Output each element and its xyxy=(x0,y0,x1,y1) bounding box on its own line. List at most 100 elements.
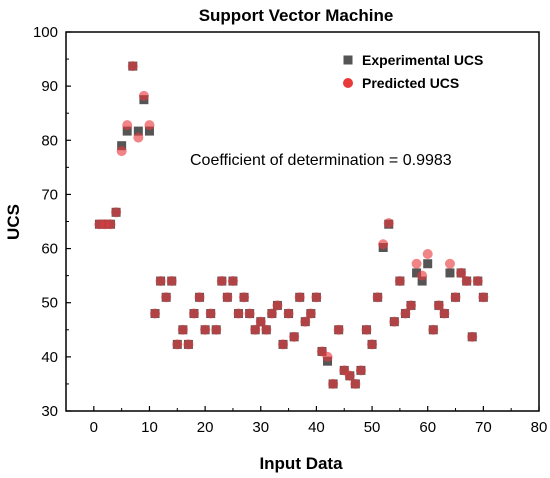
predicted-point xyxy=(233,308,244,319)
legend-square-marker xyxy=(343,55,353,65)
predicted-point xyxy=(311,292,322,303)
y-axis-label: UCS xyxy=(4,204,23,240)
predicted-point xyxy=(250,324,261,335)
experimental-point xyxy=(133,126,143,136)
predicted-point xyxy=(105,219,116,230)
data-markers xyxy=(94,61,489,389)
experimental-point xyxy=(423,259,433,269)
predicted-point xyxy=(400,308,411,319)
x-tick-label: 20 xyxy=(197,419,214,436)
predicted-point xyxy=(439,308,450,319)
predicted-point xyxy=(372,292,383,303)
x-tick-label: 10 xyxy=(141,419,158,436)
predicted-point xyxy=(422,248,433,259)
y-tick-label: 100 xyxy=(33,24,58,41)
predicted-point xyxy=(344,370,355,381)
predicted-point xyxy=(194,292,205,303)
predicted-point xyxy=(355,365,366,376)
x-tick-label: 50 xyxy=(364,419,381,436)
predicted-point xyxy=(456,267,467,278)
experimental-point xyxy=(412,268,422,278)
predicted-point xyxy=(261,324,272,335)
predicted-point xyxy=(211,324,222,335)
predicted-point xyxy=(283,308,294,319)
predicted-point xyxy=(244,308,255,319)
predicted-point xyxy=(205,308,216,319)
predicted-point xyxy=(255,316,266,327)
predicted-point xyxy=(227,276,238,287)
predicted-point xyxy=(478,292,489,303)
predicted-point xyxy=(417,270,428,281)
experimental-point xyxy=(122,126,132,136)
y-axis-ticks: 30 40 50 60 70 80 90 100 xyxy=(33,24,71,420)
predicted-point xyxy=(389,316,400,327)
y-tick-label: 40 xyxy=(41,349,58,366)
predicted-point xyxy=(322,351,333,362)
predicted-point xyxy=(266,308,277,319)
predicted-point xyxy=(138,90,149,101)
y-tick-label: 60 xyxy=(41,241,58,258)
predicted-point xyxy=(361,324,372,335)
predicted-point xyxy=(472,276,483,287)
x-tick-label: 80 xyxy=(531,419,548,436)
predicted-point xyxy=(200,324,211,335)
predicted-point xyxy=(406,300,417,311)
predicted-point xyxy=(350,378,361,389)
predicted-point xyxy=(166,276,177,287)
predicted-point xyxy=(378,239,389,250)
predicted-point xyxy=(188,308,199,319)
x-tick-label: 30 xyxy=(252,419,269,436)
predicted-point xyxy=(411,258,422,269)
predicted-point xyxy=(216,276,227,287)
predicted-point xyxy=(394,276,405,287)
experimental-point xyxy=(117,141,127,151)
x-tick-label: 0 xyxy=(90,419,98,436)
plot-frame xyxy=(65,31,540,412)
x-axis-label: Input Data xyxy=(259,454,343,473)
predicted-point xyxy=(172,339,183,350)
experimental-point xyxy=(144,126,154,136)
predicted-point xyxy=(183,339,194,350)
chart-title: Support Vector Machine xyxy=(199,6,394,25)
predicted-point xyxy=(300,316,311,327)
predicted-point xyxy=(461,276,472,287)
legend-circle-marker xyxy=(343,78,353,88)
x-tick-label: 40 xyxy=(308,419,325,436)
experimental-point xyxy=(417,276,427,286)
predicted-point xyxy=(367,339,378,350)
predicted-point xyxy=(116,146,127,157)
annotation-r2: Coefficient of determination = 0.9983 xyxy=(190,152,452,169)
predicted-point xyxy=(127,61,138,72)
predicted-point xyxy=(177,324,188,335)
predicted-point xyxy=(133,132,144,143)
legend: Experimental UCS Predicted UCS xyxy=(343,52,483,91)
x-tick-label: 70 xyxy=(475,419,492,436)
predicted-point xyxy=(444,258,455,269)
predicted-point xyxy=(111,207,122,218)
predicted-point xyxy=(383,218,394,229)
predicted-point xyxy=(239,292,250,303)
predicted-point xyxy=(278,339,289,350)
y-tick-label: 70 xyxy=(41,186,58,203)
predicted-point xyxy=(150,308,161,319)
predicted-point xyxy=(222,292,233,303)
predicted-point xyxy=(289,331,300,342)
y-tick-label: 80 xyxy=(41,132,58,149)
predicted-point xyxy=(122,120,133,131)
y-tick-label: 30 xyxy=(41,403,58,420)
predicted-point xyxy=(155,276,166,287)
predicted-point xyxy=(333,324,344,335)
predicted-point xyxy=(144,120,155,131)
x-axis-ticks: 0 10 20 30 40 50 60 70 80 xyxy=(65,406,548,436)
predicted-point xyxy=(294,292,305,303)
legend-label-predicted: Predicted UCS xyxy=(362,75,459,91)
predicted-point xyxy=(450,292,461,303)
predicted-point xyxy=(161,292,172,303)
y-tick-label: 90 xyxy=(41,78,58,95)
predicted-point xyxy=(433,300,444,311)
predicted-point xyxy=(305,308,316,319)
predicted-point xyxy=(428,324,439,335)
x-tick-label: 60 xyxy=(419,419,436,436)
predicted-point xyxy=(272,300,283,311)
